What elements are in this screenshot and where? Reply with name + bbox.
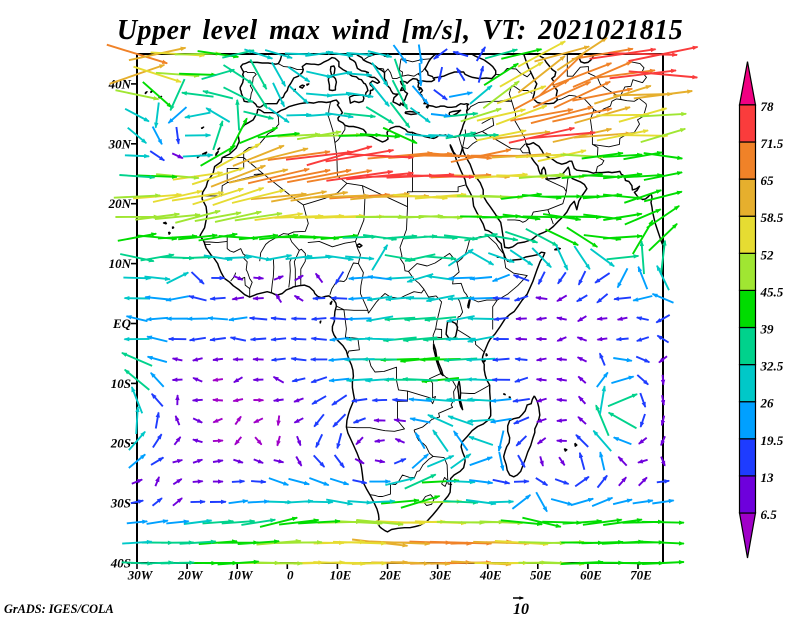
svg-text:39: 39 [760,322,775,337]
svg-text:10E: 10E [330,568,352,583]
svg-text:20W: 20W [177,568,204,583]
svg-text:52: 52 [761,247,775,262]
svg-text:30S: 30S [110,496,131,511]
svg-text:10S: 10S [111,376,131,391]
svg-text:10W: 10W [228,568,254,583]
svg-text:50E: 50E [530,568,552,583]
svg-text:30N: 30N [108,136,132,151]
svg-text:20S: 20S [110,436,131,451]
svg-text:40S: 40S [110,556,131,571]
svg-text:19.5: 19.5 [761,433,784,448]
svg-text:10N: 10N [109,256,132,271]
svg-text:71.5: 71.5 [761,136,784,151]
svg-text:60E: 60E [580,568,602,583]
svg-text:58.5: 58.5 [761,210,784,225]
svg-text:10: 10 [513,601,529,618]
svg-text:30E: 30E [429,568,452,583]
svg-text:20E: 20E [379,568,402,583]
svg-text:GrADS: IGES/COLA: GrADS: IGES/COLA [4,602,114,616]
svg-text:20N: 20N [108,196,132,211]
svg-text:EQ: EQ [112,316,132,331]
svg-text:32.5: 32.5 [760,359,784,374]
svg-text:78: 78 [761,99,775,114]
svg-text:0: 0 [287,568,294,583]
svg-text:Upper level max wind [m/s], VT: Upper level max wind [m/s], VT: 20210218… [117,15,683,46]
svg-text:70E: 70E [630,568,652,583]
svg-text:30W: 30W [127,568,154,583]
svg-text:65: 65 [761,173,775,188]
svg-text:6.5: 6.5 [761,507,778,522]
svg-text:26: 26 [760,396,775,411]
svg-text:40N: 40N [108,76,132,91]
svg-text:40E: 40E [479,568,502,583]
svg-text:45.5: 45.5 [760,284,784,299]
svg-text:13: 13 [761,470,775,485]
